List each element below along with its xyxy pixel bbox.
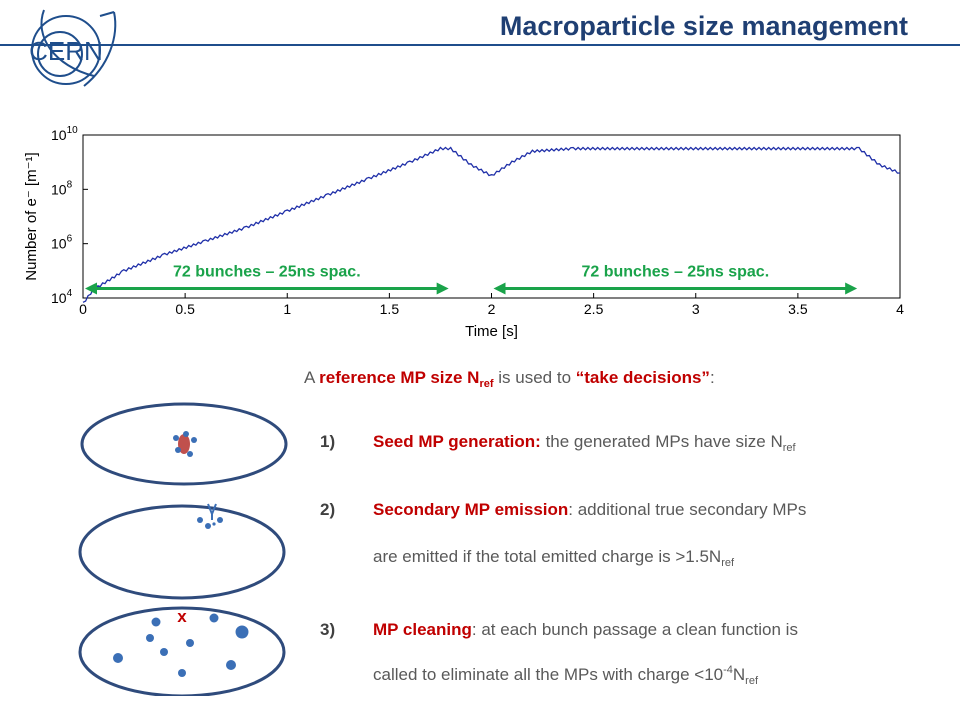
item-sub: ref [745, 675, 759, 687]
mp-dot [235, 625, 249, 639]
chamber-ellipse [80, 402, 288, 486]
x-tick-label: 0 [79, 301, 87, 317]
x-tick-label: 2.5 [584, 301, 604, 317]
intro-middle: is used to [498, 368, 572, 387]
x-tick-label: 0.5 [175, 301, 195, 317]
item-text: are emitted if the total emitted charge … [373, 547, 722, 566]
mp-dot [197, 517, 203, 523]
item-sub: ref [721, 557, 735, 569]
intro-decisions: “take decisions” [575, 368, 710, 387]
y-axis-label: Number of e⁻ [m⁻¹] [23, 152, 40, 280]
item-line: Secondary MP emission: additional true s… [373, 500, 806, 520]
intro-ref-label: reference MP size N [319, 368, 480, 387]
mp-dot [183, 431, 189, 437]
mp-dot [205, 523, 211, 529]
mp-dot [178, 669, 186, 677]
mp-dot [173, 435, 179, 441]
y-tick-label: 1010 [51, 125, 78, 143]
page-title: Macroparticle size management [489, 8, 918, 44]
electron-count-chart: 0 0.5 1 1.5 2 2.5 3 3.5 4 104 106 108 1010 Time [s] Nu… [23, 125, 904, 340]
item-sup: -4 [723, 664, 733, 676]
mp-dot [212, 522, 216, 526]
mp-dot [187, 451, 193, 457]
seed-generation-diagram [80, 402, 288, 486]
chamber-ellipse [78, 606, 286, 696]
item-sub: ref [782, 442, 796, 454]
mp-illustrations: x [78, 402, 288, 696]
mp-dot [146, 634, 154, 642]
x-tick-label: 3 [692, 301, 700, 317]
x-tick-label: 4 [896, 301, 904, 317]
intro-text: A reference MP size Nref is used to “tak… [304, 368, 715, 390]
item-number: 1) [320, 432, 336, 451]
intro-ref-sub: ref [479, 378, 494, 390]
mp-dot [113, 653, 123, 663]
emission-arrow-icon [207, 503, 217, 520]
cleaning-marker: x [177, 607, 187, 626]
annotation-label: 72 bunches – 25ns spac. [173, 263, 361, 280]
item-line: Seed MP generation: the generated MPs ha… [373, 432, 796, 454]
item-text: called to eliminate all the MPs with cha… [373, 665, 724, 684]
arrow-right-icon [845, 282, 858, 295]
chamber-ellipse [78, 504, 286, 600]
mp-dot [160, 648, 168, 656]
arrow-right-icon [436, 282, 449, 295]
mp-dot [191, 437, 197, 443]
mp-dot [226, 660, 236, 670]
mp-dot [186, 639, 194, 647]
series-line [82, 146, 901, 303]
item-line: MP cleaning: at each bunch passage a cle… [373, 620, 798, 640]
x-tick-label: 1 [283, 301, 291, 317]
item-text: : additional true secondary MPs [568, 500, 807, 519]
item-text: : at each bunch passage a clean function… [471, 620, 798, 639]
annotation-label: 72 bunches – 25ns spac. [581, 263, 769, 280]
item-head: Seed MP generation: [373, 432, 541, 451]
mp-dot [217, 517, 223, 523]
item-text-n: N [732, 665, 746, 684]
x-axis-label: Time [s] [465, 323, 518, 340]
item-line-2: are emitted if the total emitted charge … [373, 547, 734, 569]
mp-dot [175, 447, 181, 453]
mp-dot [209, 613, 219, 623]
secondary-emission-diagram [78, 503, 286, 600]
seed-mp [178, 434, 190, 454]
item-line-2: called to eliminate all the MPs with cha… [373, 664, 758, 687]
cern-logo: CERN [29, 9, 117, 87]
x-tick-label: 3.5 [788, 301, 808, 317]
item-number: 2) [320, 500, 336, 519]
intro-prefix: A [304, 368, 315, 387]
x-tick-label: 2 [488, 301, 496, 317]
item-number: 3) [320, 620, 336, 639]
arrow-left-icon [493, 282, 506, 295]
logo-text: CERN [29, 36, 103, 66]
header-rule [0, 44, 960, 46]
y-tick-label: 104 [51, 288, 73, 306]
item-text: the generated MPs have size N [545, 432, 783, 451]
x-tick-label: 1.5 [380, 301, 400, 317]
item-head: MP cleaning [373, 620, 472, 639]
cleaning-diagram: x [78, 606, 286, 696]
item-head: Secondary MP emission [373, 500, 569, 519]
intro-suffix: : [709, 368, 715, 387]
y-tick-label: 108 [51, 179, 73, 197]
y-tick-label: 106 [51, 234, 73, 252]
mp-dot [151, 617, 161, 627]
arrow-left-icon [85, 282, 97, 295]
